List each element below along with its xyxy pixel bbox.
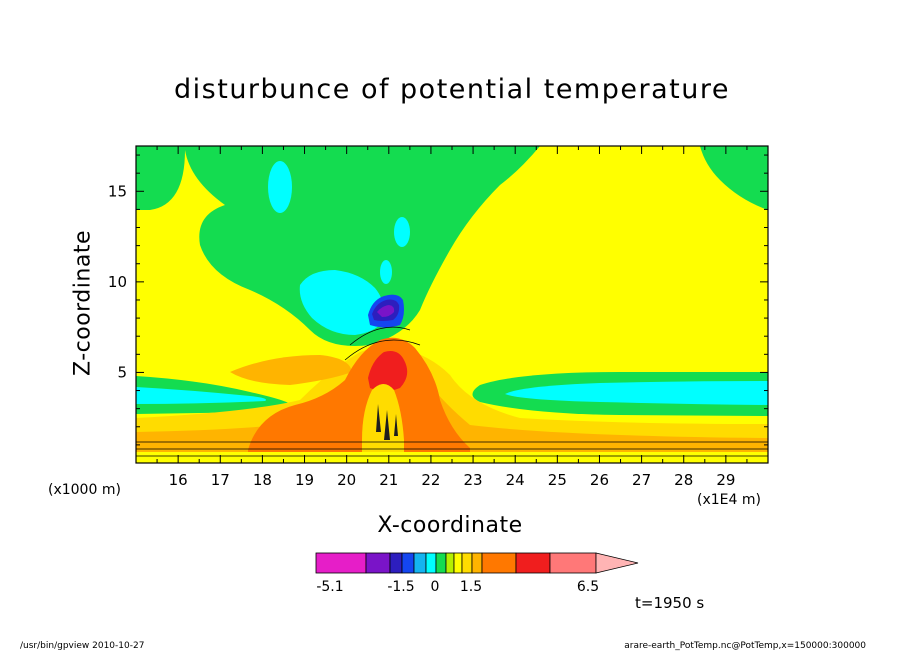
colorbar-cell (453, 552, 463, 574)
x-tick-label: 29 (716, 471, 735, 489)
cyan-small-2 (394, 217, 410, 247)
x-tick-label: 22 (421, 471, 440, 489)
colorbar-cell (413, 552, 427, 574)
colorbar-cell (389, 552, 403, 574)
colorbar-cell (315, 552, 367, 574)
cyan-small-3 (380, 260, 392, 284)
x-tick-label: 19 (295, 471, 314, 489)
y-ticks: 5 10 15 (108, 154, 768, 446)
deep-orange-mountain (248, 337, 470, 463)
x-tick-label: 21 (379, 471, 398, 489)
colorbar-label: -5.1 (316, 579, 343, 595)
cyan-lower-right-band (505, 381, 768, 405)
y-axis-label: Z-coordinate (70, 230, 96, 376)
colorbar-label: -1.5 (387, 579, 414, 595)
x-tick-label: 26 (590, 471, 609, 489)
yellow-inner-column (362, 384, 404, 463)
cyan-lower-left-band (136, 387, 266, 404)
green-upper-region (136, 146, 768, 346)
colorbar: -5.1 -1.5 0 1.5 6.5 (315, 552, 639, 595)
x-tick-label: 24 (506, 471, 525, 489)
colorbar-cell (365, 552, 391, 574)
colorbar-cell (435, 552, 447, 574)
colorbar-label: 6.5 (577, 579, 599, 595)
orange-left-lobe (230, 355, 352, 385)
cyan-small-1 (268, 161, 292, 213)
time-label: t=1950 s (635, 594, 705, 612)
colorbar-cell (481, 552, 517, 574)
dark-column-detail (376, 404, 398, 440)
surface-light-band (136, 452, 768, 463)
x-tick-label: 28 (674, 471, 693, 489)
x-tick-label: 23 (464, 471, 483, 489)
colorbar-arrow (595, 552, 639, 574)
y-tick-label: 15 (108, 182, 127, 200)
red-core (368, 351, 408, 391)
footer-program-info: /usr/bin/gpview 2010-10-27 (20, 641, 145, 651)
y-tick-label: 10 (108, 273, 127, 291)
x-tick-label: 27 (632, 471, 651, 489)
x-scale-label: (x1E4 m) (697, 492, 761, 508)
colorbar-cell (471, 552, 483, 574)
x-axis-label: X-coordinate (377, 513, 523, 538)
x-ticks: 16 17 18 19 20 21 22 23 24 25 26 27 28 29 (156, 146, 748, 489)
ridge-contour-lines (136, 326, 768, 457)
x-tick-label: 17 (211, 471, 230, 489)
colorbar-cell (461, 552, 473, 574)
chart-title: disturbunce of potential temperature (174, 74, 730, 105)
y-tick-label: 5 (117, 363, 127, 381)
footer-file-info: arare-earth_PotTemp.nc@PotTemp,x=150000:… (624, 641, 866, 651)
colorbar-label: 1.5 (460, 579, 482, 595)
colorbar-cell (401, 552, 415, 574)
contour-field (136, 146, 768, 463)
colorbar-cell (515, 552, 551, 574)
x-tick-label: 25 (548, 471, 567, 489)
colorbar-cell (425, 552, 437, 574)
x-tick-label: 16 (169, 471, 188, 489)
colorbar-cell (549, 552, 597, 574)
x-unit-label: (x1000 m) (48, 482, 121, 498)
purple-core (377, 305, 395, 317)
colorbar-cell (445, 552, 455, 574)
colorbar-label: 0 (431, 579, 440, 595)
x-tick-label: 20 (337, 471, 356, 489)
x-tick-label: 18 (253, 471, 272, 489)
cyan-upper-center (299, 270, 385, 335)
